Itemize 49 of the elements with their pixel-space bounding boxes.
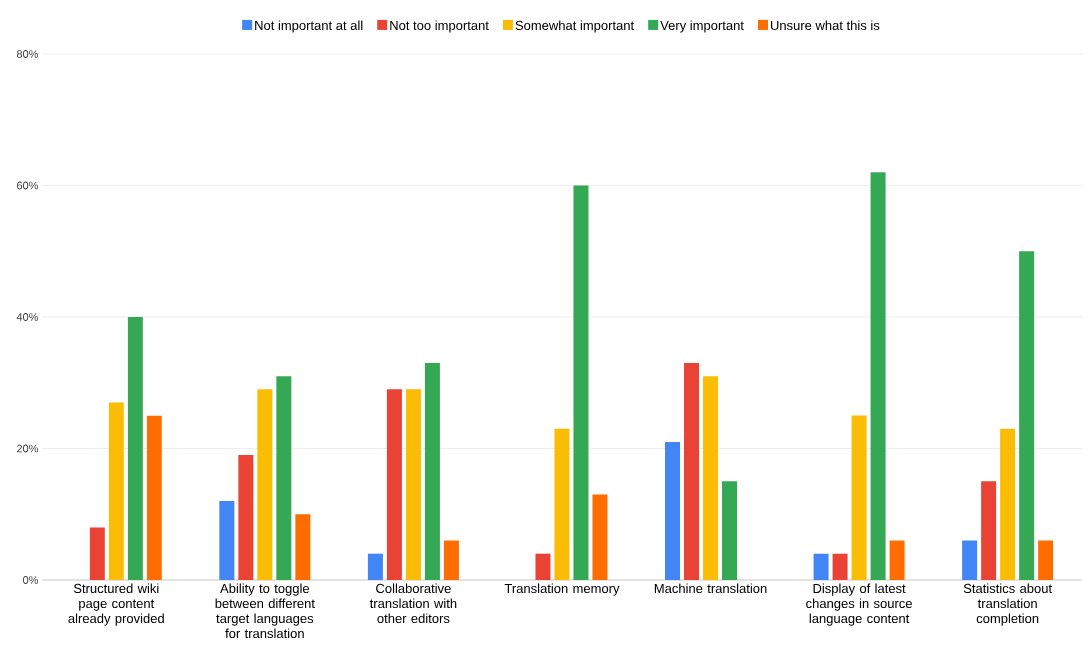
x-tick-label: Machine translation (654, 583, 767, 594)
legend-label: Very important (660, 20, 744, 33)
bar (962, 540, 978, 580)
x-tick-label: Structured wiki page content already provided (68, 583, 164, 626)
bar (1019, 251, 1035, 580)
x-tick-label: Translation memory (504, 583, 620, 596)
bar (295, 514, 311, 580)
bar (684, 363, 700, 580)
x-tick-label: Statistics about translation completion (963, 583, 1052, 626)
bar (89, 527, 105, 580)
bar (1038, 540, 1054, 580)
bar (573, 185, 589, 580)
bar (592, 494, 608, 580)
legend-label: Unsure what this is (770, 20, 880, 31)
bar (276, 376, 292, 580)
bar (889, 540, 905, 580)
bar (1000, 428, 1016, 580)
bar (257, 389, 273, 580)
y-tick-label: 80% (16, 50, 39, 58)
x-tick-label: Collaborative translation with other editors (369, 583, 457, 624)
bar (108, 402, 124, 580)
bar (127, 317, 143, 580)
bar (535, 553, 551, 580)
x-tick-label: Display of latest changes in source language content (806, 583, 912, 626)
bar (981, 481, 997, 580)
legend-label: Not important at all (255, 20, 363, 33)
bar (851, 415, 867, 580)
bar (870, 172, 886, 580)
legend-label: Not too important (390, 20, 489, 33)
bar (443, 540, 459, 580)
bar (554, 428, 570, 580)
bar (219, 501, 235, 580)
x-tick-label: Ability to toggle between different target languages for translation (215, 583, 315, 639)
y-tick-label: 20% (17, 444, 39, 453)
bar (386, 389, 402, 580)
bar (424, 363, 440, 580)
bar (367, 553, 383, 580)
y-tick-label: 40% (16, 313, 39, 321)
y-tick-label: 0% (23, 576, 39, 584)
bar (405, 389, 421, 580)
bar (813, 553, 829, 580)
bar (665, 441, 681, 580)
bar (703, 376, 719, 580)
bar (146, 415, 162, 580)
bar (832, 553, 848, 580)
bar (238, 455, 254, 580)
legend-label: Somewhat important (515, 20, 635, 33)
y-tick-label: 60% (17, 181, 39, 190)
bar (722, 481, 738, 580)
